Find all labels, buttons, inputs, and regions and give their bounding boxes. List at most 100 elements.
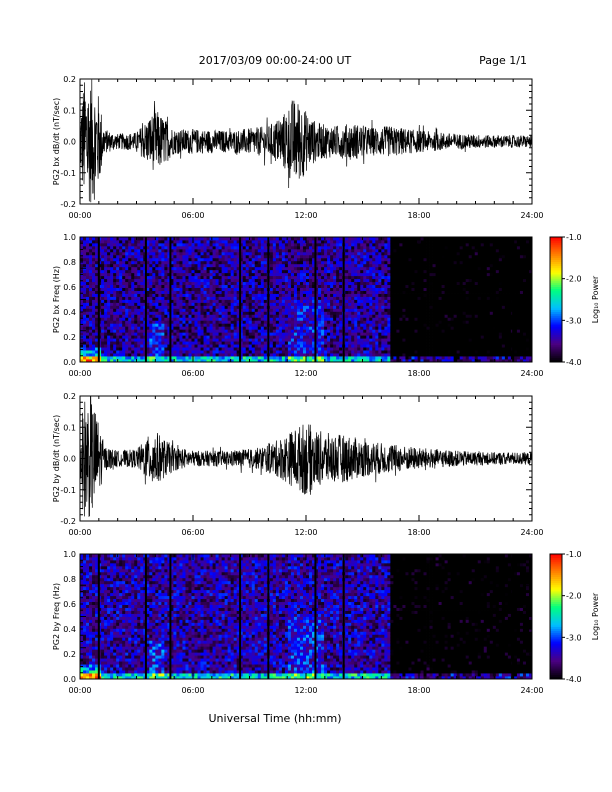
colorbar-segment [550,243,562,246]
colorbar-segment [550,247,562,250]
colorbar-segment [550,320,562,323]
colorbar-segment [550,587,562,590]
y-tick-label: 0.0 [63,455,76,464]
bx-colorbar: -1.0 -2.0 -3.0 -4.0 Log₁₀ Power [549,233,600,367]
colorbar-segment [550,324,562,327]
plot-frame [79,395,533,522]
plot-frame [79,78,533,205]
colorbar-segment [550,309,562,313]
colorbar-segment [550,241,562,244]
colorbar-tick-label: -1.0 [566,233,582,242]
colorbar-segment [550,253,562,257]
colorbar-tick-label: -3.0 [566,633,582,642]
colorbar-tick-label: -1.0 [566,550,582,559]
colorbar-segment [550,620,562,624]
colorbar-segment [550,359,562,363]
colorbar-segment [550,276,562,280]
colorbar-segment [550,566,562,569]
colorbar-segment [550,341,562,344]
colorbar-segment [550,280,562,284]
colorbar-segment [550,299,562,302]
x-axis-title: Universal Time (hh:mm) [209,712,342,725]
colorbar-segment [550,572,562,576]
colorbar-segment [550,608,562,611]
x-tick-label: 12:00 [294,686,317,695]
data-gap [169,237,172,362]
colorbar-segment [550,274,562,277]
data-gap [267,237,270,362]
colorbar-segment [550,601,562,605]
colorbar-segment [550,576,562,580]
y-axis-label: PG2 by dB/dt (nT/sec) [52,415,61,502]
colorbar-segment [550,610,562,613]
y-tick-label: 0.2 [63,333,76,342]
y-tick-label: -0.2 [60,200,76,209]
x-tick-label: 18:00 [407,528,430,537]
colorbar-segment [550,264,562,267]
colorbar-segment [550,343,562,346]
bx-dbdt-panel: 00:00 06:00 12:00 18:00 24:00 0.2 0.1 0.0 -0.1 -0… [52,75,544,220]
colorbar-tick-label: -3.0 [566,316,582,325]
colorbar-segment [550,266,562,269]
colorbar-segment [550,593,562,597]
colorbar-segment [550,637,562,640]
colorbar-segment [550,626,562,630]
colorbar-segment [550,614,562,617]
data-gap [314,554,317,679]
x-tick-label: 00:00 [68,211,91,220]
by-dbdt-panel: 00:00 06:00 12:00 18:00 24:00 0.2 0.1 0.0 -0.1 -0… [52,392,544,537]
x-tick-label: 18:00 [407,369,430,378]
colorbar-segment [550,562,562,565]
colorbar-segment [550,583,562,586]
data-gap [239,554,242,679]
colorbar-segment [550,237,562,240]
colorbar-segment [550,301,562,305]
colorbar-segment [550,591,562,594]
colorbar-segment [550,303,562,307]
by-spectrogram-panel: 00:00 06:00 12:00 18:00 24:00 1.0 0.8 0.6 0.4 0.2… [52,550,544,695]
x-tick-label: 06:00 [181,528,204,537]
colorbar-segment [550,259,562,263]
colorbar-segment [550,654,562,657]
y-axis-label: PG2 bx dB/dt (nT/sec) [52,98,61,185]
colorbar-segment [550,328,562,332]
y-tick-label: -0.1 [60,486,76,495]
data-gap [239,237,242,362]
y-tick-label: 1.0 [63,233,76,242]
colorbar-segment [550,351,562,355]
y-tick-label: 0.8 [63,258,76,267]
colorbar-tick-label: -4.0 [566,358,582,367]
x-tick-label: 24:00 [520,369,543,378]
colorbar-segment [550,316,562,319]
colorbar-segment [550,312,562,315]
data-gap [169,554,172,679]
colorbar-segment [550,656,562,659]
colorbar-segment [550,337,562,340]
colorbar-segment [550,284,562,288]
colorbar-segment [550,249,562,252]
colorbar-segment [550,635,562,638]
colorbar-segment [550,314,562,317]
x-tick-label: 06:00 [181,211,204,220]
colorbar-segment [550,282,562,286]
colorbar-segment [550,662,562,665]
heatmap-cells [80,237,533,363]
colorbar-segment [550,649,562,653]
colorbar-segment [550,554,562,557]
colorbar-label: Log₁₀ Power [591,275,600,323]
date-range-title: 2017/03/09 00:00-24:00 UT [199,54,352,67]
colorbar-segment [550,645,562,649]
series-line [80,79,532,203]
y-axis-label: PG2 bx Freq (Hz) [52,266,61,333]
colorbar-segment [550,676,562,680]
colorbar-segment [550,558,562,561]
x-tick-label: 24:00 [520,211,543,220]
x-tick-label: 18:00 [407,686,430,695]
colorbar-segment [550,639,562,642]
series-line [80,396,532,517]
colorbar-segment [550,560,562,563]
colorbar-segment [550,618,562,622]
colorbar-segment [550,674,562,678]
colorbar-segment [550,307,562,311]
colorbar-segment [550,293,562,296]
